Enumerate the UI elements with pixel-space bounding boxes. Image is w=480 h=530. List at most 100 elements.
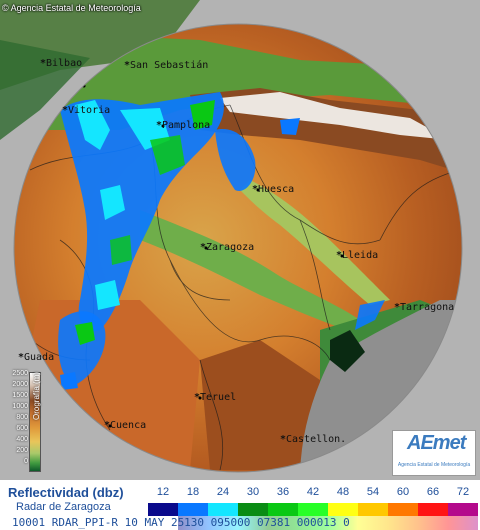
- agency-credit-text: Agencia Estatal de Meteorología: [10, 3, 141, 13]
- terrain-ebro-valley: [140, 210, 380, 340]
- reflectivity-swatch-24: [208, 503, 238, 517]
- echo-cell-6: [110, 235, 132, 265]
- reflectivity-swatch-54: [358, 503, 388, 517]
- city-dot-icon: *: [200, 242, 207, 253]
- city-name: San Sebastián: [130, 60, 209, 71]
- orography-tick: 1500: [12, 392, 28, 399]
- city-label-huesca: *Huesca: [252, 184, 294, 195]
- city-name: Bilbao: [46, 58, 83, 69]
- legend-title: Reflectividad (dbz): [8, 485, 124, 500]
- reflectivity-swatch-12: [148, 503, 178, 517]
- lleida-marker: [340, 254, 344, 258]
- city-name: Teruel: [200, 392, 237, 403]
- reflectivity-label-42: 42: [306, 486, 320, 498]
- status-line: 10001 RDAR_PPI-R 10 MAY 25130 095000 073…: [0, 516, 480, 530]
- city-label-tarragona: *Tarragona: [394, 302, 454, 313]
- reflectivity-swatch-42: [298, 503, 328, 517]
- reflectivity-swatch-48: [328, 503, 358, 517]
- orography-scale: 2500 2000 1500 1000 800 600 400 200 0 Or…: [2, 370, 46, 474]
- city-dot-icon: *: [252, 184, 259, 195]
- city-dot-icon: *: [336, 250, 343, 261]
- echo-cell-1: [75, 100, 110, 150]
- city-dot-icon: *: [18, 352, 25, 363]
- city-name: Vitoria: [68, 105, 111, 116]
- reflectivity-label-36: 36: [276, 486, 290, 498]
- city-dot-icon: *: [40, 58, 47, 69]
- terrain-west-outside: [0, 40, 90, 140]
- orography-title: Orografía (m): [32, 371, 41, 420]
- radar-map: © Agencia Estatal de Meteorología *Bilba…: [0, 0, 480, 480]
- reflectivity-label-48: 48: [336, 486, 350, 498]
- city-label-vitoria: *Vitoria: [62, 105, 110, 116]
- city-label-zaragoza: *Zaragoza: [200, 242, 254, 253]
- reflectivity-scale-swatches: [148, 503, 478, 517]
- radar-range-ring: [13, 23, 463, 473]
- orography-tick: 0: [24, 458, 28, 465]
- reflectivity-label-24: 24: [216, 486, 230, 498]
- city-dot-icon: *: [394, 302, 401, 313]
- city-label-cuenca: *Cuenca: [104, 420, 146, 431]
- ebro-delta: [330, 330, 365, 372]
- agency-credit: © Agencia Estatal de Meteorología: [2, 3, 141, 13]
- reflectivity-scale-labels: 12 18 24 30 36 42 48 54 60 66 72: [148, 486, 478, 502]
- reflectivity-label-60: 60: [396, 486, 410, 498]
- reflectivity-swatch-18: [178, 503, 208, 517]
- city-dot-icon: *: [194, 392, 201, 403]
- echo-cell-pyrenees: [280, 118, 300, 135]
- echo-cell-tarragona: [355, 300, 385, 330]
- city-label-bilbao: *Bilbao: [40, 58, 82, 69]
- city-name: Guada: [24, 352, 55, 363]
- terrain-ebro-tributary: [240, 180, 390, 305]
- echo-cell-southwest-core: [75, 322, 95, 345]
- city-label-guadalajara: *Guada: [18, 352, 54, 363]
- city-name: Zaragoza: [206, 242, 255, 253]
- huesca-marker: [256, 188, 260, 192]
- teruel-marker: [198, 396, 202, 400]
- pamplona-marker: [161, 124, 165, 128]
- precipitation-band-main: [60, 92, 224, 331]
- reflectivity-label-12: 12: [156, 486, 170, 498]
- reflectivity-swatch-36: [268, 503, 298, 517]
- city-name: Castellon.: [286, 434, 347, 445]
- echo-cell-7: [95, 280, 120, 310]
- reflectivity-swatch-60: [388, 503, 418, 517]
- city-label-lleida: *Lleida: [336, 250, 378, 261]
- city-label-pamplona: *Pamplona: [156, 120, 210, 131]
- aemet-logo-subtitle: Agencia Estatal de Meteorología: [397, 462, 471, 468]
- reflectivity-label-54: 54: [366, 486, 380, 498]
- terrain-maestrazgo: [200, 340, 330, 470]
- orography-tick: 1000: [12, 403, 28, 410]
- echo-cell-5: [100, 185, 125, 220]
- reflectivity-label-30: 30: [246, 486, 260, 498]
- orography-tick: 400: [16, 436, 28, 443]
- radar-coverage: [14, 24, 462, 472]
- city-name: Huesca: [258, 184, 295, 195]
- city-name: Tarragona: [400, 302, 455, 313]
- legend-bar: Reflectividad (dbz) Radar de Zaragoza 12…: [0, 480, 480, 530]
- reflectivity-label-18: 18: [186, 486, 200, 498]
- city-dot-icon: *: [104, 420, 111, 431]
- orography-color-bar: [29, 372, 41, 472]
- city-dot-icon: *: [124, 60, 131, 71]
- aemet-logo: AEmet Agencia Estatal de Meteorología: [392, 430, 476, 476]
- radar-map-canvas: [0, 0, 463, 473]
- status-text: 10001 RDAR_PPI-R 10 MAY 25130 095000 073…: [12, 516, 350, 529]
- terrain-pyrenees-snow: [220, 92, 450, 140]
- reflectivity-swatch-72: [448, 503, 478, 517]
- echo-cell-small: [60, 372, 78, 390]
- city-label-teruel: *Teruel: [194, 392, 236, 403]
- echo-cell-southwest: [58, 311, 106, 385]
- echo-cell-huesca: [215, 129, 256, 191]
- city-dot-icon: *: [280, 434, 287, 445]
- orography-tick: 600: [16, 425, 28, 432]
- echo-cell-4: [190, 100, 215, 130]
- city-name: Cuenca: [110, 420, 147, 431]
- reflectivity-swatch-30: [238, 503, 268, 517]
- reflectivity-swatch-66: [418, 503, 448, 517]
- reflectivity-label-66: 66: [426, 486, 440, 498]
- aemet-logo-text: AEmet: [407, 432, 466, 454]
- city-label-san-sebastian: *San Sebastián: [124, 60, 208, 71]
- reflectivity-label-72: 72: [456, 486, 470, 498]
- radar-echoes: [58, 92, 385, 390]
- orography-tick: 200: [16, 447, 28, 454]
